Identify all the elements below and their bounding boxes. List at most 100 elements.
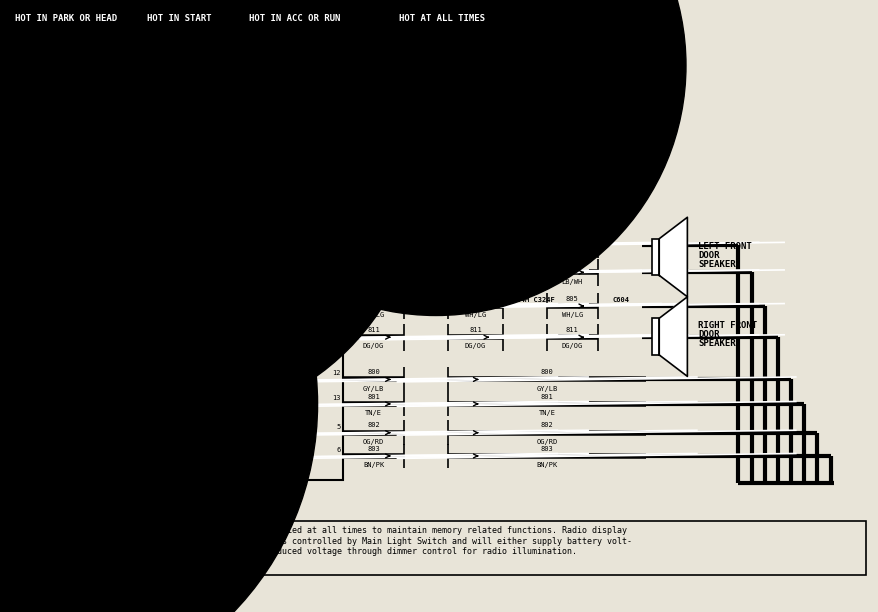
Text: 801: 801	[367, 394, 379, 400]
Text: 57: 57	[83, 349, 92, 357]
Bar	[16, 361, 196, 393]
Circle shape	[0, 0, 302, 315]
Text: TN/E: TN/E	[364, 410, 382, 416]
Circle shape	[0, 225, 267, 612]
Bar	[651, 318, 658, 355]
Text: 12: 12	[332, 370, 341, 376]
Text: C202F: C202F	[406, 146, 428, 155]
Text: LG/YE: LG/YE	[443, 106, 467, 114]
Text: HOT IN PARK OR HEAD: HOT IN PARK OR HEAD	[15, 15, 117, 23]
Text: 12V: 12V	[347, 190, 361, 198]
Text: 54: 54	[429, 106, 439, 114]
Text: PAGE 13-24: PAGE 13-24	[261, 121, 313, 130]
Text: 803: 803	[540, 446, 553, 452]
Text: GY/LB: GY/LB	[536, 386, 558, 392]
Text: C213: C213	[149, 192, 168, 200]
Text: TN/E: TN/E	[538, 410, 555, 416]
Text: 27: 27	[176, 57, 185, 66]
Circle shape	[0, 104, 317, 612]
Text: C201F: C201F	[142, 146, 165, 155]
Text: 5: 5	[336, 424, 341, 430]
Text: 8: 8	[336, 328, 341, 334]
Circle shape	[0, 0, 421, 422]
Text: SEE GROUNDS: SEE GROUNDS	[68, 493, 122, 502]
Text: HOT IN START: HOT IN START	[147, 15, 212, 23]
Text: 13-27: 13-27	[67, 200, 91, 209]
Text: BOX: BOX	[498, 60, 513, 69]
Text: 805: 805	[565, 296, 578, 302]
Text: 813: 813	[367, 262, 379, 268]
Bar	[9, 35, 500, 92]
Text: 802: 802	[540, 422, 553, 428]
Text: 5A: 5A	[176, 74, 185, 83]
Text: POWER: POWER	[215, 210, 238, 218]
Text: 16 GROUND: 16 GROUND	[211, 441, 252, 450]
Polygon shape	[658, 217, 687, 297]
Text: 1000: 1000	[55, 113, 76, 122]
Circle shape	[0, 0, 421, 315]
Text: (START): (START)	[185, 220, 216, 226]
Polygon shape	[658, 297, 687, 376]
Text: YE/BK: YE/BK	[246, 152, 269, 160]
Text: 13-26: 13-26	[498, 88, 522, 97]
Text: DG/OG: DG/OG	[464, 343, 486, 349]
Bar	[18, 173, 140, 214]
Text: RD/WH: RD/WH	[381, 179, 404, 188]
Text: SEE POWER: SEE POWER	[263, 105, 311, 114]
Text: 7: 7	[336, 297, 341, 303]
Bar	[391, 4, 492, 34]
Text: OG/LG: OG/LG	[363, 251, 384, 257]
Text: CENTRAL: CENTRAL	[498, 42, 533, 50]
Text: 2: 2	[211, 419, 215, 428]
Text: 634: 634	[25, 426, 39, 435]
Text: 634: 634	[81, 372, 95, 381]
Text: BK/LG: BK/LG	[76, 414, 99, 423]
Text: SPEAKER: SPEAKER	[697, 260, 735, 269]
Bar	[237, 4, 351, 34]
Text: 1000: 1000	[75, 168, 93, 177]
Text: 9: 9	[272, 198, 277, 206]
Text: 13-15, 13-18,: 13-15, 13-18,	[498, 79, 563, 88]
Text: S212: S212	[60, 211, 80, 220]
Text: LB/WH: LB/WH	[561, 278, 582, 285]
Text: OR RUN): OR RUN)	[216, 164, 247, 170]
Text: DOOR: DOOR	[697, 251, 718, 259]
Text: 802: 802	[367, 422, 379, 428]
Bar	[206, 184, 342, 480]
Bar	[33, 487, 156, 513]
Text: SPEAKER: SPEAKER	[697, 340, 735, 348]
Text: 13: 13	[332, 395, 341, 401]
Text: WH/LG: WH/LG	[464, 312, 486, 318]
Text: GY/LB: GY/LB	[363, 386, 384, 392]
Text: 11 GROUND: 11 GROUND	[211, 461, 252, 469]
Text: 10: 10	[215, 203, 225, 211]
Text: G200: G200	[26, 485, 47, 494]
Text: LB/RD: LB/RD	[26, 248, 51, 256]
Bar	[222, 99, 352, 135]
Text: 5A: 5A	[57, 74, 67, 83]
Text: 137: 137	[229, 144, 243, 153]
Text: 12V: 12V	[189, 212, 202, 218]
Text: BK/LG: BK/LG	[20, 434, 43, 442]
Text: C203M C203F: C203M C203F	[402, 199, 450, 205]
Text: C202M: C202M	[406, 138, 428, 147]
Text: MEMORY: MEMORY	[263, 206, 291, 214]
Text: 804: 804	[469, 234, 481, 241]
Text: 3: 3	[290, 57, 295, 66]
Text: PAGE 10-10: PAGE 10-10	[9, 359, 59, 368]
Text: C504: C504	[610, 199, 628, 205]
Text: WH/LG: WH/LG	[561, 312, 582, 318]
Text: POWER: POWER	[263, 214, 286, 222]
Text: 800: 800	[367, 369, 379, 375]
Text: PAGE 10-7: PAGE 10-7	[72, 502, 118, 510]
Text: 804: 804	[329, 209, 342, 215]
Text: HEAD): HEAD)	[180, 389, 201, 395]
Text: 15A: 15A	[440, 74, 455, 83]
Text: DISTRIBUTION: DISTRIBUTION	[255, 113, 319, 122]
Text: BK: BK	[83, 363, 92, 371]
Circle shape	[36, 0, 535, 315]
Text: DISTRIBUTION: DISTRIBUTION	[49, 184, 109, 193]
Text: HOT AT ALL TIMES: HOT AT ALL TIMES	[399, 15, 484, 23]
Text: C604: C604	[611, 297, 629, 303]
Text: 3: 3	[211, 241, 215, 249]
